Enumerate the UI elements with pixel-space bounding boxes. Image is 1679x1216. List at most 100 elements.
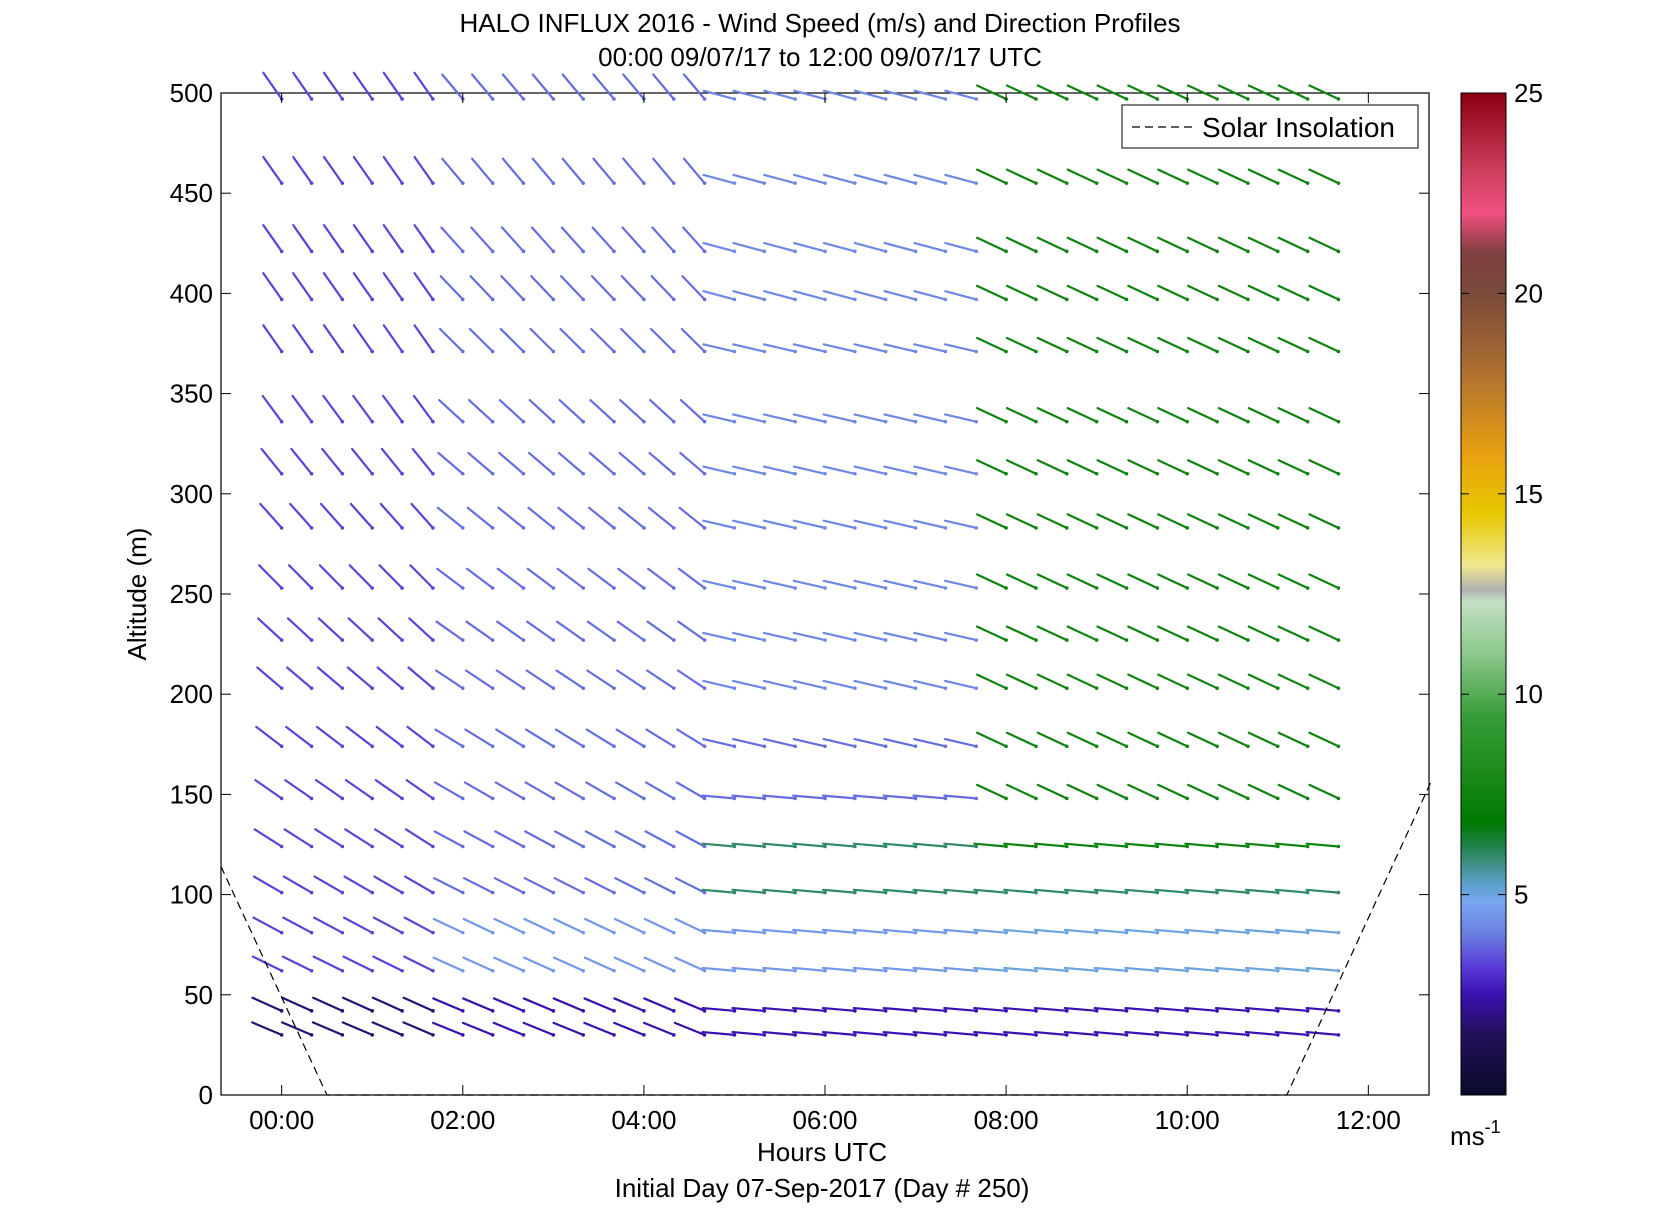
- wind-barb-dot: [1034, 97, 1038, 101]
- wind-barb: [822, 579, 856, 590]
- wind-barb: [792, 1030, 827, 1036]
- wind-barb-dot: [1185, 471, 1190, 476]
- wind-barb: [1217, 625, 1249, 642]
- wind-barb: [284, 779, 313, 800]
- wind-barb-dot: [521, 930, 526, 935]
- wind-barb: [313, 916, 344, 934]
- wind-barb: [1154, 888, 1189, 894]
- wind-barb-dot: [732, 471, 737, 476]
- wind-barb-dot: [793, 586, 797, 590]
- wind-barb: [1184, 842, 1219, 848]
- wind-barb: [1005, 783, 1038, 800]
- wind-barb: [1003, 928, 1038, 934]
- wind-barb-dot: [1064, 968, 1069, 973]
- wind-barb-dot: [309, 796, 314, 801]
- wind-barb: [1127, 783, 1159, 800]
- wind-barb: [853, 631, 887, 642]
- wind-barb-dot: [671, 1009, 676, 1013]
- wind-barb: [614, 830, 645, 848]
- wind-barb-dot: [1064, 249, 1069, 254]
- wind-barb-dot: [974, 419, 979, 424]
- wind-barb-dot: [1336, 249, 1341, 254]
- wind-barb-dot: [612, 349, 616, 354]
- wind-barb-dot: [431, 97, 435, 101]
- wind-barb-dot: [642, 526, 646, 530]
- wind-barb: [731, 1006, 766, 1012]
- wind-barb: [292, 71, 313, 101]
- wind-barb-dot: [1004, 419, 1008, 424]
- wind-barb: [732, 465, 766, 475]
- wind-barb-dot: [279, 890, 284, 895]
- wind-barb: [821, 888, 856, 894]
- wind-barb: [470, 226, 494, 253]
- wind-barb: [1154, 1030, 1189, 1036]
- y-tick-label: 400: [170, 278, 213, 308]
- wind-barb: [412, 394, 434, 423]
- wind-barb: [500, 226, 525, 253]
- wind-barb: [853, 343, 887, 353]
- wind-barb: [943, 519, 978, 529]
- wind-barb-dot: [1275, 1009, 1280, 1013]
- wind-barb: [436, 506, 464, 529]
- wind-barb-dot: [309, 930, 314, 935]
- wind-barb-dot: [702, 526, 707, 530]
- wind-barb: [409, 564, 434, 590]
- wind-barb-dot: [913, 930, 918, 935]
- wind-barb-dot: [974, 1033, 979, 1037]
- wind-barb-dot: [581, 796, 586, 801]
- wind-barb-dot: [943, 526, 948, 530]
- wind-barb-dot: [370, 419, 375, 424]
- wind-barb-dot: [1064, 890, 1069, 895]
- wind-barb-dot: [883, 471, 888, 476]
- wind-barb: [883, 343, 917, 353]
- wind-barb: [822, 343, 856, 353]
- wind-barb: [432, 956, 464, 972]
- wind-barb-dot: [702, 844, 707, 849]
- wind-barb: [1096, 731, 1128, 748]
- wind-barb-dot: [1185, 419, 1190, 424]
- wind-barb: [732, 413, 766, 423]
- wind-barb-dot: [1305, 586, 1310, 590]
- wind-barb-dot: [702, 586, 707, 590]
- wind-barb: [943, 413, 978, 423]
- wind-barb: [561, 157, 585, 185]
- wind-barb-dot: [1064, 1033, 1069, 1037]
- y-tick-label: 350: [170, 379, 213, 409]
- wind-barb-dot: [1185, 890, 1190, 895]
- wind-barb-dot: [883, 526, 888, 530]
- wind-barb-dot: [612, 638, 616, 642]
- wind-barb: [382, 394, 404, 423]
- wind-barb-dot: [762, 349, 767, 354]
- wind-barb: [497, 506, 525, 529]
- wind-barb: [822, 413, 856, 423]
- wind-barb: [620, 275, 645, 301]
- wind-barb-dot: [823, 744, 827, 749]
- wind-barb-dot: [853, 968, 857, 973]
- wind-barb-dot: [1155, 471, 1160, 476]
- wind-barb-dot: [823, 349, 827, 354]
- wind-barb-dot: [762, 471, 767, 476]
- wind-barb-dot: [642, 471, 646, 476]
- wind-barb-dot: [1064, 796, 1069, 801]
- wind-barb: [1036, 168, 1068, 185]
- wind-barb: [943, 343, 978, 353]
- wind-barb-dot: [521, 796, 526, 801]
- wind-barb-dot: [1094, 1033, 1099, 1037]
- y-tick-label: 0: [199, 1080, 213, 1110]
- wind-barb-dot: [1246, 968, 1250, 973]
- wind-barb: [1274, 842, 1309, 848]
- wind-barb: [913, 679, 947, 690]
- wind-barb-dot: [1185, 249, 1190, 254]
- wind-barb-dot: [370, 844, 375, 849]
- wind-barb-dot: [279, 968, 284, 973]
- wind-barb-dot: [1275, 890, 1280, 895]
- wind-barb: [287, 564, 313, 590]
- wind-barb-dot: [642, 586, 646, 590]
- wind-barb: [554, 781, 585, 800]
- wind-barb-dot: [1064, 1009, 1069, 1013]
- wind-barb: [618, 451, 645, 475]
- wind-barb-dot: [642, 638, 646, 642]
- wind-barb: [1305, 966, 1340, 972]
- wind-barb: [283, 828, 313, 848]
- wind-barb: [732, 89, 766, 101]
